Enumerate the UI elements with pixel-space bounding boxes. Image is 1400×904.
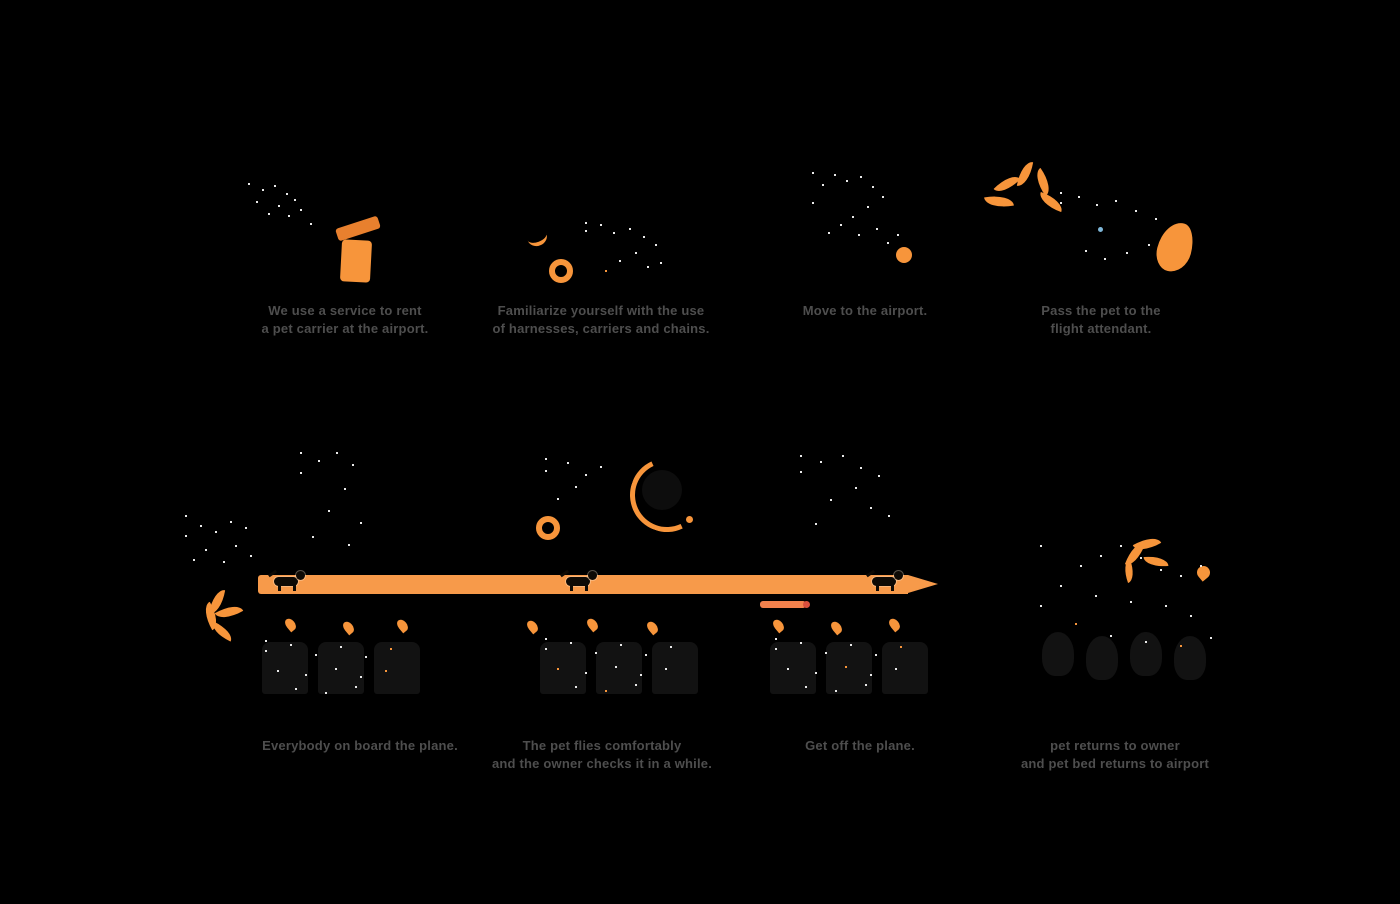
cabin-seat [374,642,420,694]
dog-head [588,571,597,580]
panel-1-illustration traveler-with-pet-carrier-icon [220,140,440,300]
walking-figure [1042,632,1074,676]
caption-line: a pet carrier at the airport. [261,321,429,336]
cabin-seat [540,642,586,694]
cabin-seat [596,642,642,694]
panel-4-caption: Pass the pet to the flight attendant. [1020,302,1182,338]
panel-3-illustration owner-walking-dog-icon [790,160,950,280]
plant-leaf [1143,554,1169,569]
panel-8-caption: pet returns to owner and pet bed returns… [1005,737,1225,773]
panel-6-caption: The pet flies comfortably and the owner … [488,737,716,773]
caption-line: We use a service to rent [268,303,422,318]
exit-ramp-dash [760,601,806,608]
carrier-lid [335,215,381,242]
dog-leg [570,585,573,591]
sketch-specks [248,183,250,185]
cabin-seat [882,642,928,694]
panel-2-caption: Familiarize yourself with the use of har… [490,302,712,338]
carrier-body [339,239,373,283]
orange-bag-dot [1194,563,1213,582]
plant-leaf [1016,160,1034,188]
sketch-specks [1060,192,1062,194]
dachshund-icon [267,568,310,592]
cabin-seat [652,642,698,694]
dachshund-icon [559,568,602,592]
leash-wheel [549,259,573,283]
jet-bridge-specks [185,515,187,517]
caption-line: Get off the plane. [805,738,915,753]
caption-line: Move to the airport. [802,303,928,318]
blue-accent-dot [1098,227,1103,232]
plant-leaf [984,192,1014,211]
dog-leg [876,585,879,591]
dog-leg [891,585,894,591]
cabin-seat [826,642,872,694]
caption-line: and the owner checks it in a while. [491,756,713,771]
seat-row-specks [545,638,547,640]
panel-2-illustration dog-with-harness-icon [495,190,710,300]
pet-head-ring [536,516,560,540]
caption-line: The pet flies comfortably [522,738,682,753]
caption-line: Familiarize yourself with the use [497,303,705,318]
panel-8-illustration owner-leaving-icon [1000,510,1225,685]
plant-leaf [1036,191,1066,213]
sketch-specks [585,222,587,224]
walking-figure [1174,636,1206,680]
caption-line: Pass the pet to the [1041,303,1161,318]
panel-3-caption: Move to the airport. [790,302,940,320]
seat-row-specks [775,638,777,640]
caption-line: of harnesses, carriers and chains. [492,321,710,336]
panel-6-illustration cabin-window-icon [490,447,715,700]
panel-5-illustration boarding-cabin-icon [180,450,435,700]
sketch-specks [300,452,302,454]
dog-body [566,577,590,586]
walking-figure [1086,636,1118,680]
dog-leg [293,585,296,591]
dog-head [894,571,903,580]
caption-line: and pet bed returns to airport [1020,756,1209,771]
dachshund-icon [865,568,908,592]
panel-4-illustration counter-plant-icon [980,160,1200,285]
fuselage-nose-tip [908,575,938,593]
plant-leaf [1120,558,1138,584]
caption-line: Everybody on board the plane. [262,738,458,753]
window-inner-shadow [642,470,682,510]
caption-line: flight attendant. [1050,321,1152,336]
panel-1-caption: We use a service to rent a pet carrier a… [240,302,450,338]
dog-head [296,571,305,580]
orange-ball [896,247,912,263]
plant-leaf [208,621,236,642]
sketch-specks [1040,545,1042,547]
walking-figure [1130,632,1162,676]
dog-leg [585,585,588,591]
window-arc-end-dot [686,516,693,523]
orange-chair [1152,218,1198,276]
window-arc [619,447,715,543]
sketch-specks [812,172,814,174]
cabin-seat [262,642,308,694]
panel-5-caption: Everybody on board the plane. [255,737,465,755]
dog-body [872,577,896,586]
cabin-seat [318,642,364,694]
dog-leg [278,585,281,591]
panel-7-illustration deplaning-cabin-icon [755,450,940,700]
panel-7-caption: Get off the plane. [780,737,940,755]
exit-ramp-red-dot [803,601,810,608]
caption-line: pet returns to owner [1050,738,1180,753]
sketch-specks [545,458,547,460]
dog-body [274,577,298,586]
cabin-seat [770,642,816,694]
sketch-specks [800,455,802,457]
leash-arc [524,225,550,249]
seat-row-specks [265,640,267,642]
